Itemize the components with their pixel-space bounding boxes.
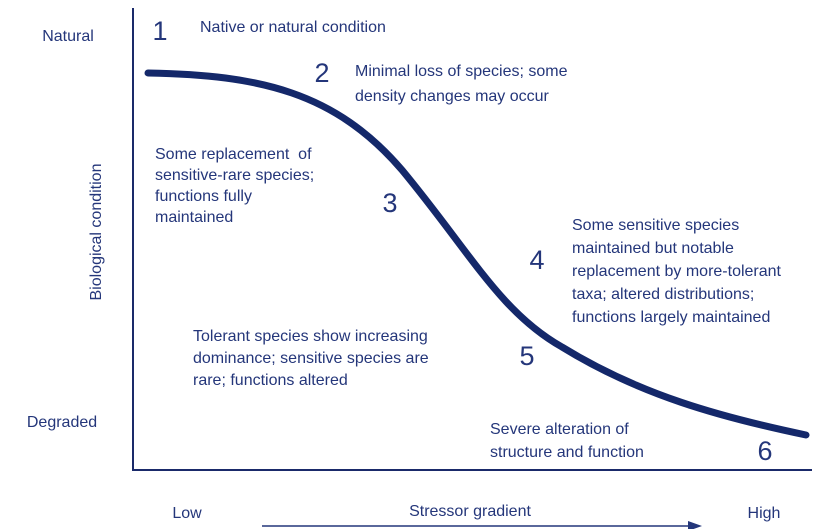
y-bottom-label: Degraded: [27, 414, 97, 431]
tier-description: maintained but notable: [572, 240, 734, 257]
tier-description: functions fully: [155, 188, 252, 205]
tier-description: Some replacement of: [155, 146, 312, 163]
tier-description: density changes may occur: [355, 88, 550, 105]
y-top-label: Natural: [42, 28, 94, 45]
y-axis-title: Biological condition: [88, 164, 105, 301]
x-right-label: High: [748, 505, 781, 522]
tier-number: 3: [382, 188, 397, 218]
tier-description: Tolerant species show increasing: [193, 328, 428, 345]
tier-number: 5: [519, 341, 534, 371]
tier-number: 2: [314, 58, 329, 88]
tier-description: Native or natural condition: [200, 19, 386, 36]
tier-description: Severe alteration of: [490, 421, 629, 438]
condition-curve: [144, 69, 810, 439]
tier-description: taxa; altered distributions;: [572, 286, 754, 303]
tiers: 1 Native or natural condition 2 Minimal los…: [152, 16, 781, 466]
tier-number: 4: [529, 245, 544, 275]
tier-description: structure and function: [490, 444, 644, 461]
arrow-head: [688, 521, 702, 529]
x-left-label: Low: [172, 505, 202, 522]
tier-description: Some sensitive species: [572, 217, 739, 234]
tier-description: functions largely maintained: [572, 309, 770, 326]
tier-description: replacement by more-tolerant: [572, 263, 782, 280]
tier-number: 1: [152, 16, 167, 46]
x-axis-title: Stressor gradient: [409, 503, 531, 520]
tier-description: dominance; sensitive species are: [193, 350, 429, 367]
tier-description: Minimal loss of species; some: [355, 63, 568, 80]
tier-description: sensitive-rare species;: [155, 167, 314, 184]
tier-description: rare; functions altered: [193, 372, 348, 389]
tier-description: maintained: [155, 209, 233, 226]
tier-number: 6: [757, 436, 772, 466]
